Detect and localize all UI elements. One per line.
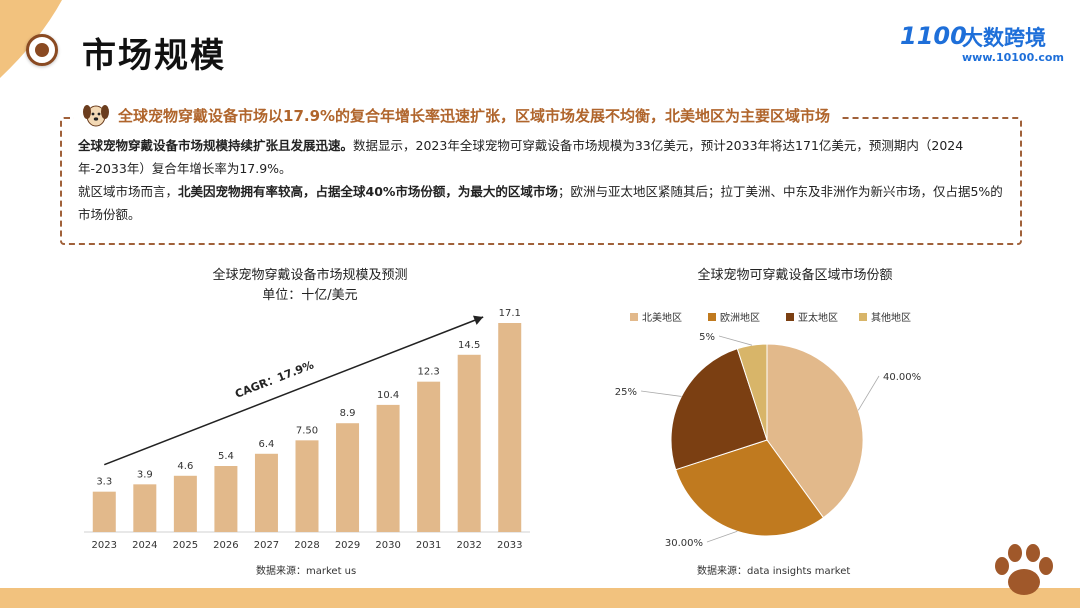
x-tick-label: 2027	[254, 540, 279, 551]
pie-chart-panel: 全球宠物可穿戴设备区域市场份额 北美地区 欧洲地区 亚太地区 其他地区 40.00% 30…	[575, 262, 1015, 582]
bar-2031	[417, 381, 441, 532]
cagr-arrow-line	[104, 316, 484, 466]
bar-2032	[457, 354, 481, 532]
pie-chart: 北美地区 欧洲地区 亚太地区 其他地区 40.00% 30.00% 25% 5%	[615, 311, 921, 549]
pie-value-label: 25%	[615, 387, 637, 398]
pie-leader-line	[857, 375, 880, 411]
dog-icon	[83, 105, 109, 127]
x-tick-label: 2030	[375, 540, 400, 551]
summary-paragraph-1: 全球宠物穿戴设备市场规模持续扩张且发展迅速。数据显示，2023年全球宠物可穿戴设…	[78, 134, 1008, 180]
x-tick-label: 2033	[497, 540, 522, 551]
bar-chart-title: 全球宠物穿戴设备市场规模及预测	[212, 268, 408, 283]
bar-value-label: 17.1	[499, 308, 521, 319]
bar-2024	[133, 484, 157, 532]
pie-value-label: 40.00%	[883, 372, 921, 383]
bar-value-label: 14.5	[458, 340, 480, 351]
pie-slice-1	[675, 439, 825, 537]
summary-p1-bold: 全球宠物穿戴设备市场规模持续扩张且发展迅速。	[78, 138, 354, 153]
pie-leader-line	[640, 390, 682, 397]
summary-p2-bold: 北美因宠物拥有率较高，占据全球40%市场份额，为最大的区域市场	[178, 184, 558, 199]
bar-value-label: 5.4	[218, 451, 234, 462]
legend-swatch	[859, 313, 867, 321]
logo-mark: 1100	[900, 22, 967, 50]
x-tick-label: 2026	[213, 540, 238, 551]
pie-chart-source: 数据来源：data insights market	[697, 566, 851, 577]
legend-label: 其他地区	[871, 311, 911, 324]
paw-icon	[995, 544, 1053, 595]
summary-body: 全球宠物穿戴设备市场规模持续扩张且发展迅速。数据显示，2023年全球宠物可穿戴设…	[78, 134, 1008, 226]
pie-slice-0	[766, 343, 864, 519]
bar-2029	[336, 423, 360, 532]
page-title: 市场规模	[82, 36, 226, 76]
cagr-annotation: CAGR：17.9%	[233, 358, 315, 400]
pie-chart-title: 全球宠物可穿戴设备区域市场份额	[697, 268, 893, 283]
logo-url: www.10100.com	[962, 51, 1064, 64]
pie-slice-2	[670, 348, 768, 471]
legend-label: 北美地区	[642, 311, 682, 324]
bar-value-label: 3.9	[137, 469, 153, 480]
pie-value-label: 5%	[699, 332, 715, 343]
x-tick-label: 2031	[416, 540, 441, 551]
legend-label: 欧洲地区	[720, 311, 760, 324]
logo-name: 大数跨境	[962, 26, 1046, 50]
bar-value-label: 4.6	[177, 461, 193, 472]
bar-2028	[295, 440, 319, 532]
bottom-bar	[0, 588, 1080, 608]
headline-text: 全球宠物穿戴设备市场以17.9%的复合年增长率迅速扩张，区域市场发展不均衡，北美…	[118, 106, 831, 125]
summary-headline: 全球宠物穿戴设备市场以17.9%的复合年增长率迅速扩张，区域市场发展不均衡，北美…	[74, 100, 841, 130]
summary-p1-rest: 数据显示，2023年全球宠物可穿戴设备市场规模为33亿美元，预计2033年将达1…	[78, 138, 964, 176]
legend-label: 亚太地区	[798, 311, 838, 324]
bar-value-label: 3.3	[96, 477, 112, 488]
x-tick-label: 2024	[132, 540, 157, 551]
x-tick-label: 2032	[456, 540, 481, 551]
bar-2030	[376, 404, 400, 532]
brand-logo: 1100 大数跨境 www.10100.com	[900, 20, 1064, 68]
x-tick-label: 2023	[92, 540, 117, 551]
x-tick-label: 2025	[173, 540, 198, 551]
bar-2025	[173, 475, 197, 532]
bar-chart: 3.3 2023 3.9 2024 4.6 2025 5.4 2026 6.4 2027 7.50 2…	[84, 308, 530, 551]
bar-2026	[214, 466, 238, 532]
legend-swatch	[630, 313, 638, 321]
title-badge-icon	[26, 34, 58, 66]
x-tick-label: 2029	[335, 540, 360, 551]
summary-paragraph-2: 就区域市场而言，北美因宠物拥有率较高，占据全球40%市场份额，为最大的区域市场；…	[78, 180, 1008, 226]
bar-value-label: 10.4	[377, 390, 399, 401]
summary-p2-rest: ；欧洲与亚太地区紧随其后；拉丁美洲、中东及非洲作为新兴市场，仅占据5%的市场份额…	[78, 184, 1003, 222]
pie-value-label: 30.00%	[665, 538, 703, 549]
bar-chart-subtitle: 单位：十亿/美元	[262, 288, 358, 303]
pie-leader-line	[706, 530, 738, 543]
legend-swatch	[708, 313, 716, 321]
summary-p2-start: 就区域市场而言，	[78, 184, 179, 199]
bar-chart-panel: 全球宠物穿戴设备市场规模及预测 单位：十亿/美元 3.3 2023 3.9 2024 4…	[60, 262, 560, 582]
bar-value-label: 8.9	[340, 408, 356, 419]
x-tick-label: 2028	[294, 540, 319, 551]
pie-leader-line	[718, 335, 753, 346]
legend-swatch	[786, 313, 794, 321]
bar-2027	[254, 453, 278, 532]
cagr-arrow-head	[472, 315, 484, 325]
bar-chart-source: 数据来源：market us	[256, 566, 357, 577]
bar-value-label: 12.3	[418, 367, 440, 378]
bar-value-label: 6.4	[259, 439, 275, 450]
bar-value-label: 7.50	[296, 425, 318, 436]
bar-2033	[498, 323, 522, 532]
bar-2023	[92, 491, 116, 532]
